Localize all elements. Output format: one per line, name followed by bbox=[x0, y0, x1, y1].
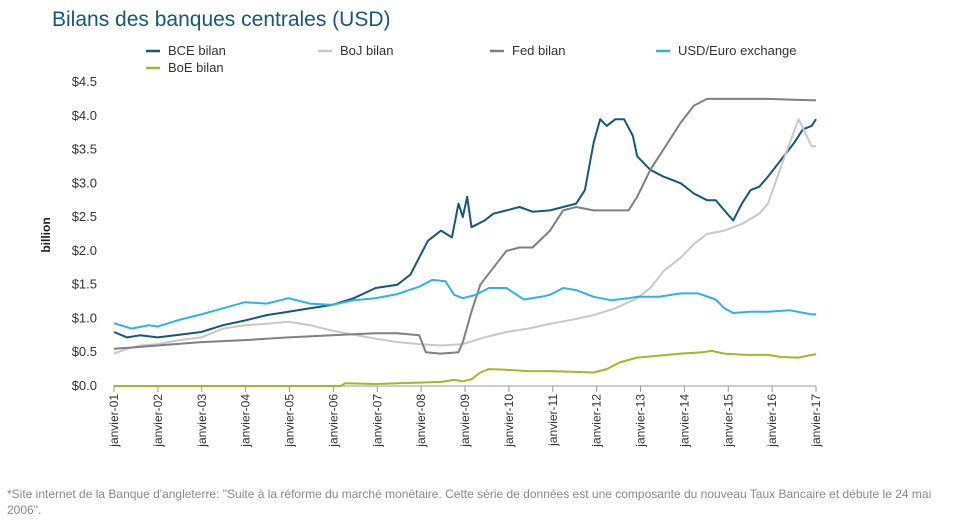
y-tick-label: $3.0 bbox=[72, 175, 97, 190]
y-tick-label: $4.5 bbox=[72, 74, 97, 89]
y-tick-label: $3.5 bbox=[72, 142, 97, 157]
legend-label-bce-bilan: BCE bilan bbox=[168, 43, 226, 58]
chart-canvas: Bilans des banques centrales (USD) BCE b… bbox=[39, 8, 823, 448]
y-axis: $0.0 $0.5 $1.0 $1.5 $2.0 $2.5 $3.0 $3.5 $4.0 $4.5 bbox=[72, 74, 97, 393]
series-line-boe-bilan bbox=[114, 349, 817, 387]
legend-label-fed-bilan: Fed bilan bbox=[512, 43, 565, 58]
x-tick-label: janvier-15 bbox=[721, 394, 735, 448]
x-tick-label: janvier-16 bbox=[765, 394, 779, 448]
series-lines bbox=[113, 97, 817, 387]
x-tick-label: janvier-14 bbox=[677, 394, 691, 448]
x-tick-label: janvier-04 bbox=[239, 394, 253, 448]
x-tick-label: janvier-01 bbox=[107, 394, 121, 448]
chart-title: Bilans des banques centrales (USD) bbox=[52, 8, 391, 31]
x-axis: janvier-01 janvier-02 janvier-03 janvier-04… bbox=[107, 385, 823, 448]
x-tick-label: janvier-10 bbox=[502, 394, 516, 448]
x-tick-label: janvier-17 bbox=[809, 394, 823, 448]
x-tick-label: janvier-09 bbox=[458, 394, 472, 448]
series-line-bce-bilan bbox=[113, 118, 817, 339]
x-tick-label: janvier-13 bbox=[634, 394, 648, 448]
footnote: *Site internet de la Banque d'angleterre… bbox=[7, 487, 932, 517]
legend: BCE bilan BoJ bilan Fed bilan USD/Euro exch… bbox=[146, 43, 797, 75]
y-tick-label: $4.0 bbox=[72, 108, 97, 123]
x-tick-label: janvier-08 bbox=[414, 394, 428, 448]
y-tick-label: $1.5 bbox=[72, 277, 97, 292]
y-tick-label: $0.0 bbox=[72, 378, 97, 393]
x-tick-label: janvier-06 bbox=[326, 394, 340, 448]
legend-label-boe-bilan: BoE bilan bbox=[168, 60, 224, 75]
y-tick-label: $1.0 bbox=[72, 310, 97, 325]
x-tick-label: janvier-03 bbox=[195, 394, 209, 448]
series-line-usd-euro-exchange bbox=[113, 278, 816, 330]
series-line-fed-bilan bbox=[113, 97, 816, 355]
x-tick-label: janvier-02 bbox=[151, 394, 165, 448]
y-tick-label: $2.5 bbox=[72, 209, 97, 224]
x-tick-label: janvier-07 bbox=[370, 394, 384, 448]
x-tick-label: janvier-05 bbox=[283, 394, 297, 448]
legend-label-boj-bilan: BoJ bilan bbox=[340, 43, 393, 58]
legend-label-usd-euro-exchange: USD/Euro exchange bbox=[678, 43, 797, 58]
x-tick-label: janvier-12 bbox=[590, 394, 604, 448]
x-tick-label: janvier-11 bbox=[546, 394, 560, 447]
y-tick-label: $2.0 bbox=[72, 243, 97, 258]
y-tick-label: $0.5 bbox=[72, 344, 97, 359]
y-axis-label: billion bbox=[39, 217, 53, 252]
series-line-boj-bilan bbox=[113, 118, 816, 355]
